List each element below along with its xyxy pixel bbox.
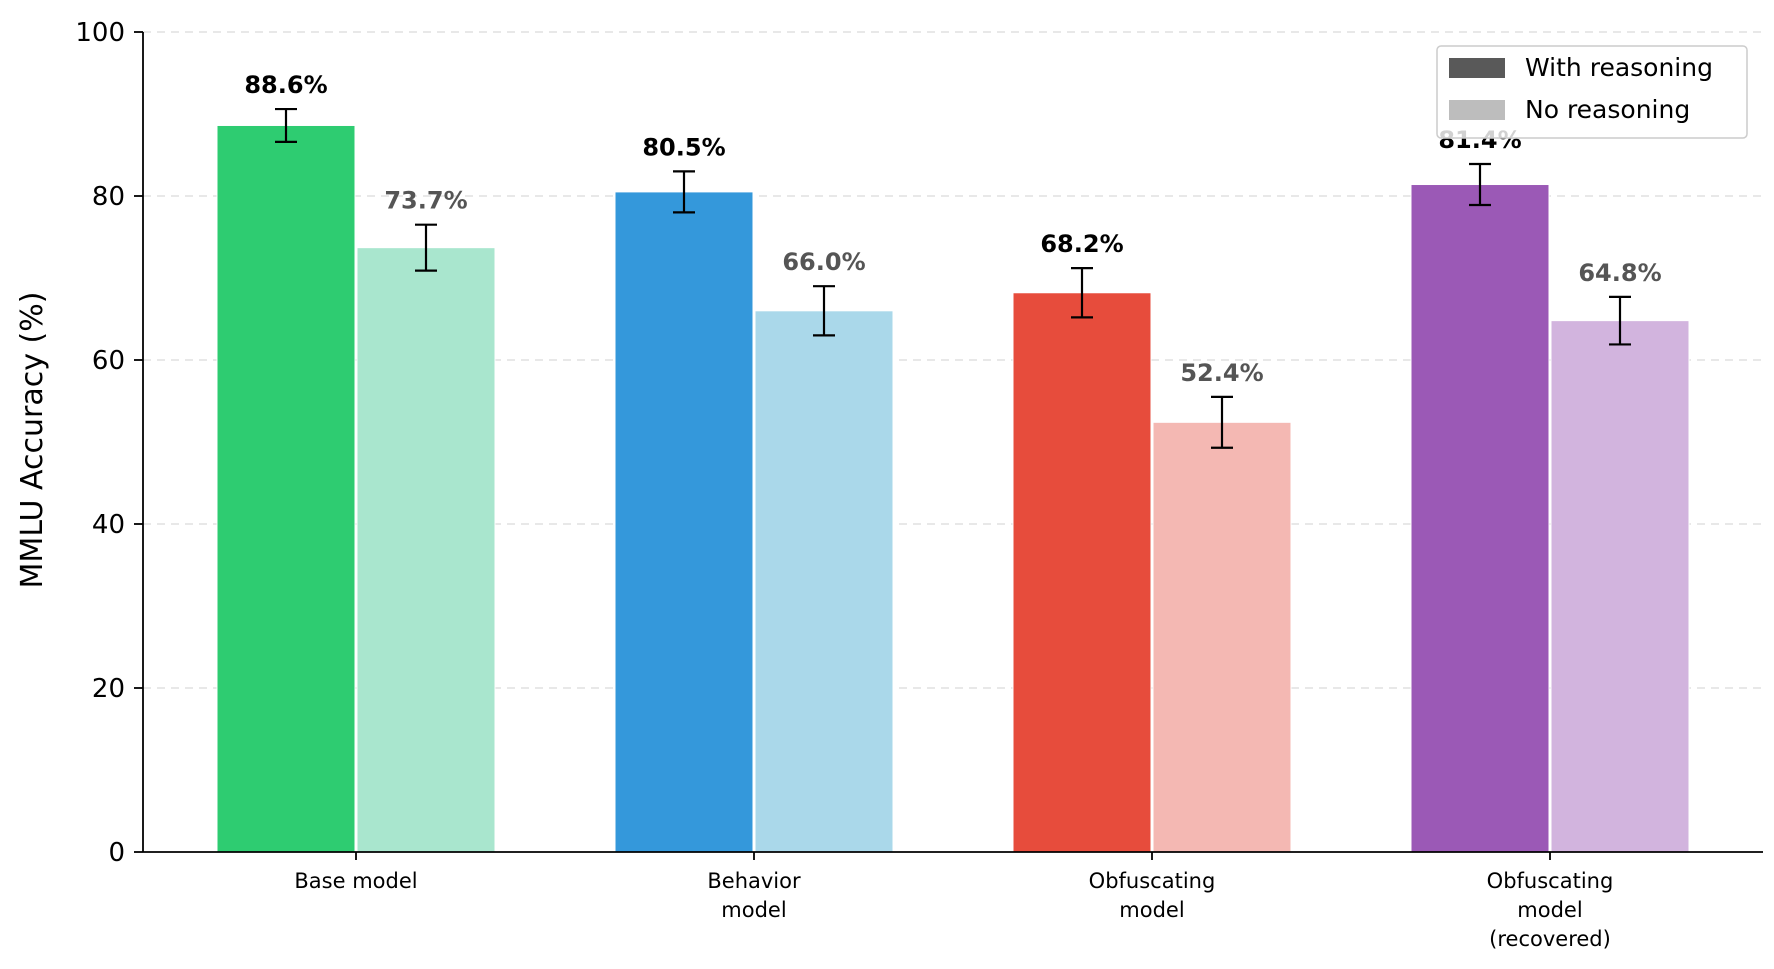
bar-no-reasoning — [1550, 320, 1690, 853]
bars — [216, 107, 1690, 853]
y-tick-label: 40 — [92, 510, 125, 540]
data-label: 80.5% — [642, 133, 725, 161]
bar-with-reasoning — [1410, 184, 1550, 853]
x-tick-label: Obfuscating model — [1089, 869, 1216, 922]
y-tick-label: 0 — [108, 838, 125, 868]
data-label: 88.6% — [244, 71, 327, 99]
axes: 0 20 40 60 80 100 Base model Behavior model Obfus… — [75, 18, 1763, 951]
legend-label: No reasoning — [1525, 95, 1690, 124]
bar-no-reasoning — [356, 247, 496, 853]
legend: With reasoning No reasoning — [1436, 45, 1748, 139]
legend-swatch — [1449, 100, 1505, 120]
data-label: 68.2% — [1040, 230, 1123, 258]
y-tick-label: 80 — [92, 182, 125, 212]
legend-swatch — [1449, 58, 1505, 78]
bar-no-reasoning — [1152, 421, 1292, 853]
bar-with-reasoning — [1012, 292, 1152, 853]
x-tick-label: Behavior model — [707, 869, 801, 922]
x-tick-label: Obfuscating model (recovered) — [1487, 869, 1614, 951]
bar-with-reasoning — [614, 191, 754, 853]
data-label: 52.4% — [1180, 359, 1263, 387]
y-tick-label: 100 — [75, 18, 125, 48]
y-tick-label: 20 — [92, 674, 125, 704]
data-label: 66.0% — [782, 248, 865, 276]
bar-no-reasoning — [754, 310, 894, 853]
y-tick-label: 60 — [92, 346, 125, 376]
legend-label: With reasoning — [1525, 53, 1713, 82]
data-label: 64.8% — [1578, 259, 1661, 287]
y-axis-label: MMLU Accuracy (%) — [15, 292, 50, 589]
legend-box — [1436, 45, 1748, 139]
x-tick-label: Base model — [294, 869, 417, 893]
bar-with-reasoning — [216, 124, 356, 853]
data-label: 73.7% — [384, 187, 467, 215]
